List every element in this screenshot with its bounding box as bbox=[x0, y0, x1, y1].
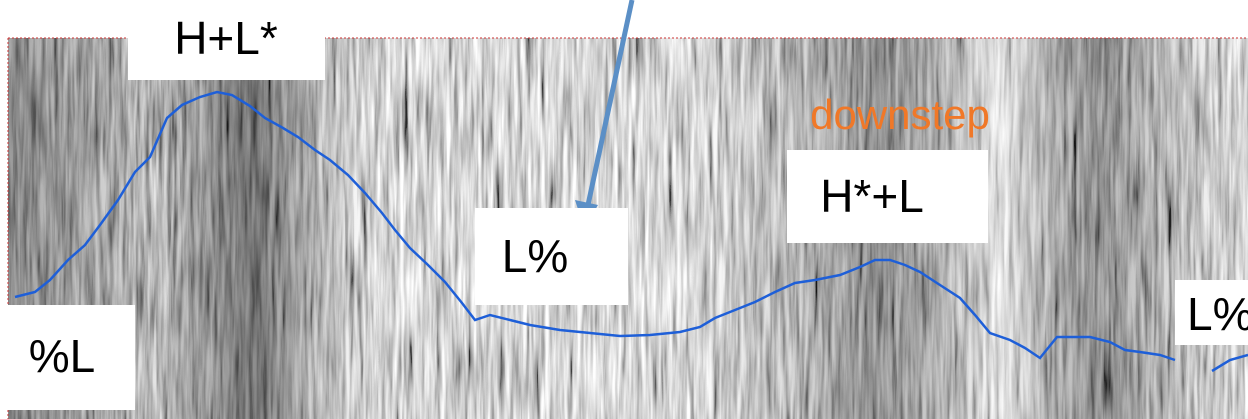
tone-label: L% bbox=[1187, 288, 1248, 340]
tone-label: L% bbox=[502, 230, 568, 282]
downstep-label: downstep bbox=[810, 91, 990, 138]
tone-label: %L bbox=[29, 330, 95, 382]
label-box bbox=[0, 0, 1248, 410]
tone-label: H*+L bbox=[820, 170, 924, 222]
pitch-contour bbox=[14, 90, 1248, 373]
tone-label: H+L* bbox=[174, 12, 278, 64]
